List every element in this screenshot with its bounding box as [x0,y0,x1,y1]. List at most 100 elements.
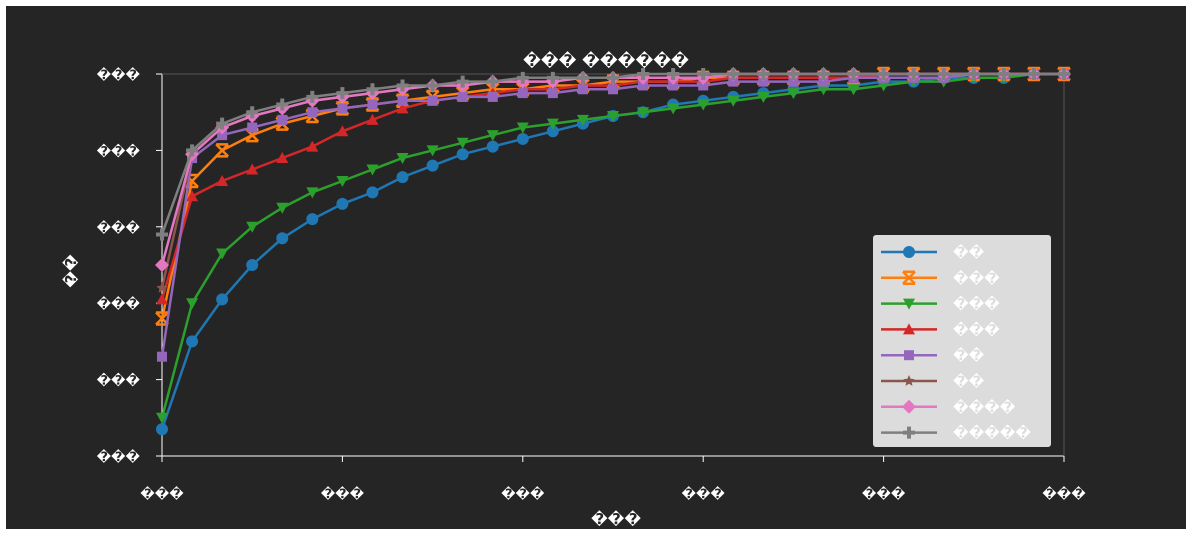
legend-label: �� [953,373,985,390]
data-point [607,71,619,84]
data-point [426,145,439,157]
legend-entry: �� [881,347,985,364]
data-point [727,95,740,107]
data-point [877,80,890,92]
data-point [576,114,589,126]
data-point [877,68,890,80]
data-point [156,423,168,436]
y-tick-label: ��� [97,373,141,389]
data-point [456,148,469,161]
data-point [637,107,650,119]
data-point [907,68,920,80]
legend-marker [903,246,915,258]
data-point [366,83,379,96]
data-point [337,103,348,114]
data-point [396,79,409,92]
data-point [758,76,769,87]
data-point [757,91,770,103]
data-point [276,232,289,245]
data-point [607,111,619,123]
data-point [697,99,710,111]
data-point [155,258,169,272]
data-point [307,107,318,118]
data-point [967,68,980,80]
data-point [486,75,499,88]
legend-label: ���� [953,399,1016,416]
data-point [727,68,740,80]
data-point [276,202,289,214]
x-tick-label: ��� [501,486,545,502]
data-point [637,68,650,80]
legend-entry: ��� [881,296,1000,313]
line-chart: ��� ������ �� ��� ��������������������� �… [61,51,1086,528]
legend-marker [903,323,915,335]
data-point [667,103,680,115]
data-point [546,118,559,130]
data-point [306,140,319,152]
y-tick-label: ��� [97,296,141,312]
data-point [787,88,800,100]
data-point [847,68,860,80]
data-point [156,293,168,305]
legend-marker [903,375,915,386]
data-point [457,91,468,102]
data-point [306,187,319,199]
y-tick-label: ��� [97,449,141,465]
legend-marker [902,399,916,414]
data-point [516,132,529,145]
data-point [246,106,259,119]
legend-box [873,235,1051,447]
data-point [486,130,499,142]
data-point [547,88,558,99]
data-point [817,84,830,96]
legend-entry: ��� [881,270,1000,287]
data-point [427,95,438,106]
data-point [247,122,258,133]
legend-entry: ��� [881,321,1000,338]
legend-marker [902,270,916,286]
y-tick-label: ��� [97,220,141,236]
data-point [246,163,259,175]
data-point [336,197,349,210]
data-point [277,114,288,125]
legend-label: �� [953,347,985,364]
data-point [155,311,169,326]
data-point [186,335,199,348]
data-point [638,80,649,91]
data-point [366,113,379,125]
data-point [336,175,349,187]
data-point [787,68,800,80]
legend-entry: ����� [881,425,1031,442]
series-line [160,72,1064,235]
data-point [366,186,379,199]
data-point [276,98,289,111]
data-point [336,87,349,100]
data-point [217,130,228,141]
data-point [185,173,199,189]
legend-marker [903,298,915,310]
data-point [788,76,799,87]
data-point [186,190,199,202]
data-point [487,91,498,102]
legend-label: ��� [953,321,1000,338]
x-tick-label: ��� [681,486,725,502]
data-point [817,68,830,80]
data-point [156,412,168,424]
data-point [306,90,319,103]
data-point [698,80,709,91]
data-point [245,127,260,143]
data-point [1058,68,1070,80]
series-8 [156,68,1070,241]
data-point [216,293,229,306]
y-tick-label: ��� [97,67,141,83]
legend-entry: �� [881,244,985,261]
data-point [366,164,379,176]
x-tick-label: ��� [140,486,184,502]
legend-entry: �� [881,373,985,390]
chart-frame: ��� ������ �� ��� ��� ��� ��� ��� ��� ��� ��� �… [6,6,1186,529]
legend-marker [903,426,915,439]
data-point [426,159,439,172]
data-point [757,68,770,80]
data-point [937,68,950,80]
data-point [456,137,469,149]
